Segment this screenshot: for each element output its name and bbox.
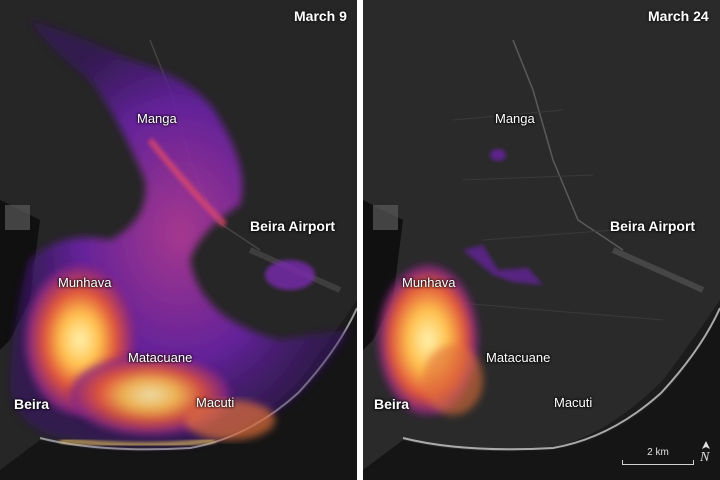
place-label-manga: Manga bbox=[137, 111, 177, 126]
scale-bar-label: 2 km bbox=[647, 447, 669, 458]
map-panel-march-24: March 24 Manga Beira Airport Munhava Mat… bbox=[363, 0, 720, 480]
panel-divider bbox=[357, 0, 363, 480]
map-panel-march-9: March 9 Manga Beira Airport Munhava Mata… bbox=[0, 0, 357, 480]
date-label-march-24: March 24 bbox=[648, 8, 709, 24]
satellite-image-march-24 bbox=[363, 0, 720, 480]
place-label-macuti: Macuti bbox=[196, 395, 235, 410]
place-label-munhava: Munhava bbox=[58, 275, 112, 290]
scale-bar: 2 km bbox=[622, 447, 694, 465]
satellite-image-march-9 bbox=[0, 0, 357, 480]
place-label-matacuane: Matacuane bbox=[486, 350, 551, 365]
scale-bar-line bbox=[622, 464, 694, 465]
place-label-beira-airport: Beira Airport bbox=[610, 218, 696, 234]
place-label-beira: Beira bbox=[14, 396, 50, 412]
north-letter: N bbox=[700, 450, 710, 465]
place-label-beira: Beira bbox=[374, 396, 410, 412]
place-label-munhava: Munhava bbox=[402, 275, 456, 290]
place-label-beira-airport: Beira Airport bbox=[250, 218, 336, 234]
place-label-matacuane: Matacuane bbox=[128, 350, 193, 365]
place-label-macuti: Macuti bbox=[554, 395, 593, 410]
north-arrow-icon: N bbox=[697, 440, 715, 470]
place-label-manga: Manga bbox=[495, 111, 535, 126]
date-label-march-9: March 9 bbox=[294, 8, 347, 24]
